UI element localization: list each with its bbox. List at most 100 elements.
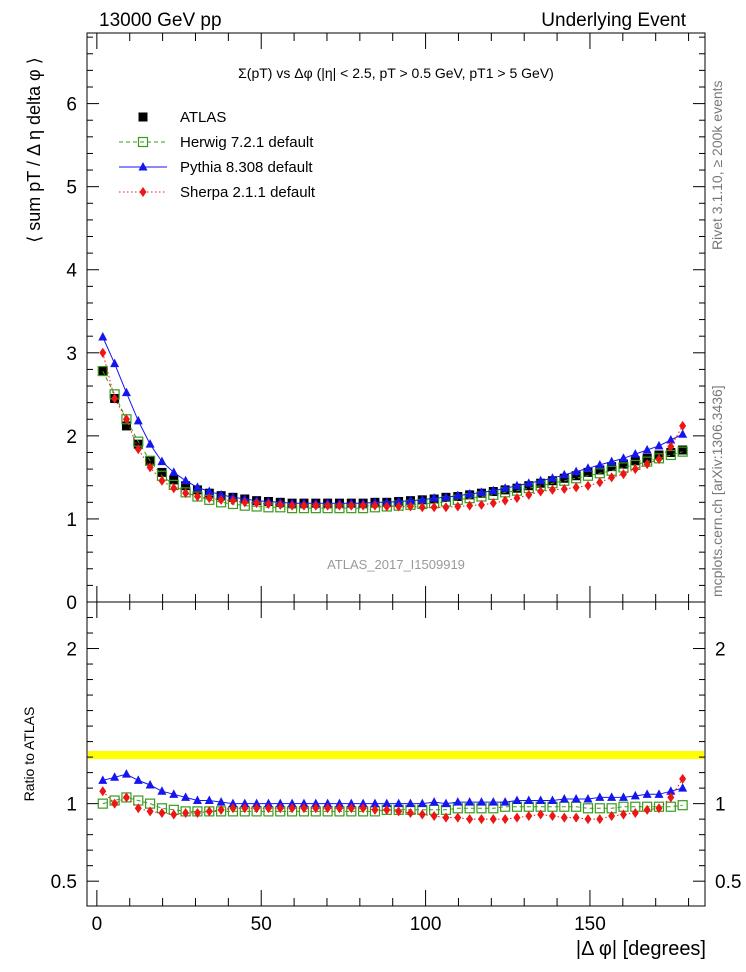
legend-label-pythia: Pythia 8.308 default bbox=[180, 159, 313, 176]
ratio-point-pythia bbox=[287, 798, 297, 808]
main-point-sherpa bbox=[667, 441, 675, 452]
main-point-pythia bbox=[571, 466, 581, 476]
main-point-sherpa bbox=[241, 497, 249, 508]
main-point-pythia bbox=[642, 444, 652, 454]
main-point-pythia bbox=[559, 469, 569, 479]
main-point-pythia bbox=[666, 435, 676, 444]
ratio-point-sherpa bbox=[584, 814, 592, 825]
ratio-point-pythia bbox=[583, 793, 593, 803]
main-point-sherpa bbox=[442, 502, 450, 513]
ratio-point-pythia bbox=[630, 790, 640, 800]
ratio-point-sherpa bbox=[418, 809, 426, 820]
ratio-point-pythia bbox=[618, 792, 628, 801]
ratio-point-pythia bbox=[299, 798, 309, 808]
main-point-pythia bbox=[547, 473, 557, 482]
main-point-sherpa bbox=[631, 464, 639, 475]
ratio-point-pythia bbox=[595, 792, 605, 801]
main-series-sherpa bbox=[99, 347, 687, 513]
ratio-point-sherpa bbox=[548, 811, 556, 822]
main-point-sherpa bbox=[182, 488, 190, 499]
ratio-point-pythia bbox=[417, 798, 427, 808]
ratio-point-pythia bbox=[654, 789, 664, 798]
ratio-point-sherpa bbox=[430, 811, 438, 822]
main-point-herwig bbox=[97, 365, 108, 377]
ratio-point-pythia bbox=[216, 797, 226, 806]
ratio-point-pythia bbox=[145, 780, 155, 789]
ratio-point-herwig bbox=[677, 800, 688, 811]
mcplots-label: mcplots.cern.ch [arXiv:1306.3436] bbox=[709, 385, 725, 597]
main-point-atlas bbox=[678, 445, 688, 455]
main-point-sherpa bbox=[312, 500, 320, 511]
main-point-pythia bbox=[595, 459, 605, 469]
ratio-ytick-label-right: 2 bbox=[715, 640, 726, 661]
main-point-pythia bbox=[429, 493, 439, 502]
ratio-point-pythia bbox=[441, 798, 451, 808]
xtick-label: 0 bbox=[92, 914, 103, 935]
main-point-pythia bbox=[618, 453, 628, 462]
ratio-point-pythia bbox=[666, 786, 676, 795]
main-point-sherpa bbox=[288, 500, 296, 511]
ratio-ytick-label: 2 bbox=[66, 640, 77, 661]
main-point-pythia bbox=[500, 483, 510, 492]
main-point-pythia bbox=[524, 478, 534, 487]
main-point-sherpa bbox=[205, 493, 213, 504]
ratio-point-sherpa bbox=[276, 803, 284, 814]
ratio-point-pythia bbox=[405, 798, 415, 808]
ratio-point-pythia bbox=[370, 798, 380, 808]
ratio-point-pythia bbox=[453, 797, 463, 806]
main-ytick-label: 0 bbox=[66, 593, 77, 614]
ratio-point-sherpa bbox=[655, 803, 663, 814]
main-point-sherpa bbox=[134, 444, 142, 455]
ratio-point-pythia bbox=[394, 798, 404, 808]
main-point-pythia bbox=[169, 467, 179, 476]
header-analysis-label: Underlying Event bbox=[541, 10, 686, 31]
main-point-pythia bbox=[110, 358, 120, 368]
ratio-point-sherpa bbox=[217, 804, 225, 815]
ratio-point-sherpa bbox=[608, 811, 616, 822]
main-point-sherpa bbox=[371, 500, 379, 511]
main-point-pythia bbox=[394, 496, 404, 505]
ratio-point-sherpa bbox=[667, 792, 675, 803]
main-y-axis-label: ⟨ sum pT / Δ η delta φ ⟩ bbox=[24, 57, 44, 242]
main-point-pythia bbox=[145, 439, 155, 448]
main-ytick-label: 2 bbox=[66, 427, 77, 448]
xtick-label: 100 bbox=[410, 914, 442, 935]
main-point-pythia bbox=[216, 489, 226, 499]
ratio-point-pythia bbox=[524, 795, 534, 805]
main-point-sherpa bbox=[655, 454, 663, 465]
ratio-point-sherpa bbox=[158, 807, 166, 818]
main-point-pythia bbox=[133, 415, 143, 425]
rivet-version-label: Rivet 3.1.10, ≥ 200k events bbox=[709, 80, 725, 250]
ratio-point-pythia bbox=[547, 795, 557, 805]
ratio-point-pythia bbox=[192, 795, 202, 805]
ratio-point-pythia bbox=[228, 798, 238, 808]
ratio-ytick-label: 1 bbox=[66, 795, 77, 816]
legend-marker-pythia bbox=[138, 162, 148, 171]
main-point-pythia bbox=[181, 475, 191, 485]
main-point-pythia bbox=[157, 456, 167, 466]
ratio-point-sherpa bbox=[477, 814, 485, 825]
main-point-sherpa bbox=[146, 462, 154, 473]
header-collision-label: 13000 GeV pp bbox=[99, 10, 222, 31]
ratio-point-pythia bbox=[346, 798, 356, 808]
ratio-point-herwig bbox=[594, 803, 605, 814]
ratio-point-sherpa bbox=[572, 812, 580, 823]
main-point-sherpa bbox=[122, 414, 130, 425]
ratio-point-sherpa bbox=[596, 814, 604, 825]
main-point-sherpa bbox=[347, 500, 355, 511]
ratio-point-pythia bbox=[323, 798, 333, 808]
main-point-sherpa bbox=[406, 501, 414, 512]
ratio-point-sherpa bbox=[501, 814, 509, 825]
ratio-point-sherpa bbox=[679, 773, 687, 784]
legend-entry-pythia: Pythia 8.308 default bbox=[119, 159, 313, 176]
main-point-pythia bbox=[405, 495, 415, 505]
ratio-point-sherpa bbox=[347, 803, 355, 814]
ratio-point-pythia bbox=[512, 795, 522, 805]
ratio-point-pythia bbox=[500, 797, 510, 806]
ratio-point-pythia bbox=[169, 789, 179, 798]
main-point-sherpa bbox=[430, 502, 438, 513]
ratio-point-pythia bbox=[678, 783, 688, 792]
main-point-atlas bbox=[595, 465, 605, 475]
ratio-point-pythia bbox=[334, 798, 344, 808]
ratio-point-sherpa bbox=[631, 807, 639, 818]
